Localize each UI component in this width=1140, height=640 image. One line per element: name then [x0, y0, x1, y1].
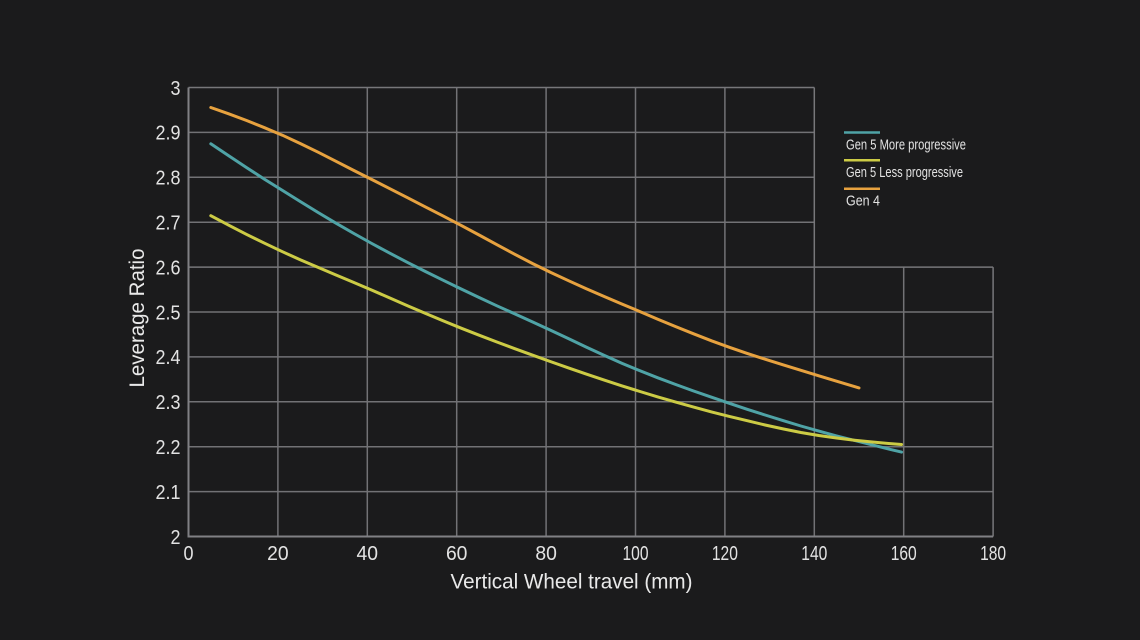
svg-text:60: 60 — [446, 543, 468, 565]
svg-text:100: 100 — [623, 543, 649, 565]
svg-text:2.4: 2.4 — [156, 347, 181, 369]
svg-text:140: 140 — [801, 543, 827, 565]
svg-text:2.9: 2.9 — [156, 123, 181, 145]
svg-text:0: 0 — [184, 543, 194, 565]
svg-text:Gen 5 More progressive: Gen 5 More progressive — [846, 138, 966, 154]
svg-text:2.2: 2.2 — [156, 437, 181, 459]
svg-text:2.1: 2.1 — [156, 482, 181, 504]
svg-text:Gen 4: Gen 4 — [846, 194, 880, 210]
svg-text:2.3: 2.3 — [156, 392, 181, 414]
svg-text:2.7: 2.7 — [156, 213, 181, 235]
svg-text:Leverage Ratio: Leverage Ratio — [126, 249, 149, 388]
svg-text:120: 120 — [712, 543, 738, 565]
svg-text:3: 3 — [171, 78, 181, 100]
svg-text:Vertical Wheel travel (mm): Vertical Wheel travel (mm) — [451, 571, 693, 594]
svg-text:180: 180 — [980, 543, 1006, 565]
svg-text:2: 2 — [171, 527, 181, 549]
svg-text:20: 20 — [267, 543, 289, 565]
svg-text:40: 40 — [357, 543, 379, 565]
svg-text:160: 160 — [891, 543, 917, 565]
svg-text:80: 80 — [535, 543, 557, 565]
svg-text:2.8: 2.8 — [156, 168, 181, 190]
svg-text:2.6: 2.6 — [156, 257, 181, 279]
svg-text:2.5: 2.5 — [156, 302, 181, 324]
svg-text:Gen 5 Less progressive: Gen 5 Less progressive — [846, 165, 963, 181]
